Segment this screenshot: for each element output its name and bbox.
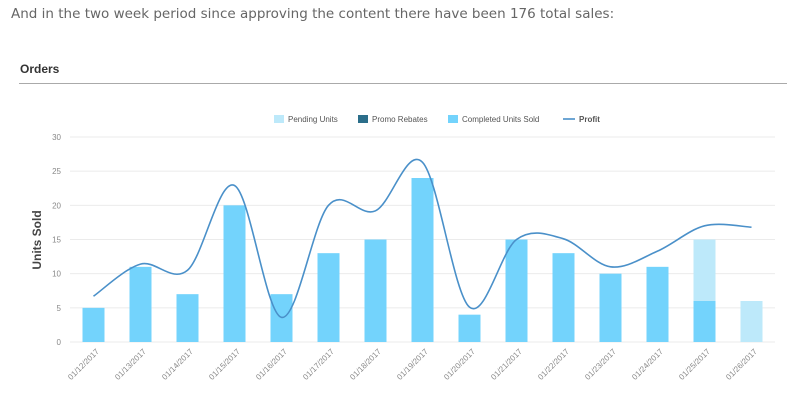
bar-completed-units-sold bbox=[176, 294, 199, 342]
legend: Pending Units Promo Rebates Completed Unit… bbox=[274, 115, 600, 124]
x-tick-label: 01/13/2017 bbox=[113, 347, 148, 382]
y-axis-label: Units Sold bbox=[30, 210, 44, 269]
y-tick-label: 20 bbox=[52, 201, 61, 210]
x-tick-label: 01/16/2017 bbox=[254, 347, 289, 382]
bar-completed-units-sold bbox=[129, 266, 152, 342]
y-tick-label: 30 bbox=[52, 133, 61, 142]
x-tick-label: 01/24/2017 bbox=[630, 347, 665, 382]
y-tick-label: 5 bbox=[57, 304, 62, 313]
x-tick-label: 01/22/2017 bbox=[536, 347, 571, 382]
x-tick-label: 01/23/2017 bbox=[583, 347, 618, 382]
x-tick-label: 01/25/2017 bbox=[677, 347, 712, 382]
x-tick-label: 01/15/2017 bbox=[207, 347, 242, 382]
bar-completed-units-sold bbox=[552, 253, 575, 342]
bar-completed-units-sold bbox=[646, 266, 669, 342]
x-axis: 01/12/2017 01/13/2017 01/14/2017 01/15/2017… bbox=[66, 347, 759, 382]
legend-swatch bbox=[448, 115, 458, 123]
legend-label: Promo Rebates bbox=[372, 115, 428, 124]
legend-swatch bbox=[274, 115, 284, 123]
bar-pending-units bbox=[740, 301, 763, 342]
bar-completed-units-sold bbox=[364, 239, 387, 342]
card-divider bbox=[19, 83, 787, 84]
legend-swatch bbox=[358, 115, 368, 123]
x-tick-label: 01/19/2017 bbox=[395, 347, 430, 382]
bars bbox=[82, 178, 763, 342]
intro-text: And in the two week period since approvi… bbox=[11, 6, 615, 22]
bar-completed-units-sold bbox=[317, 253, 340, 342]
profit-line bbox=[93, 158, 752, 319]
bar-completed-units-sold bbox=[505, 239, 528, 342]
card-title: Orders bbox=[20, 62, 60, 76]
y-tick-label: 0 bbox=[57, 338, 62, 347]
x-tick-label: 01/26/2017 bbox=[724, 347, 759, 382]
x-tick-label: 01/12/2017 bbox=[66, 347, 101, 382]
bar-completed-units-sold bbox=[458, 314, 481, 342]
legend-label: Profit bbox=[579, 115, 600, 124]
bar-completed-units-sold bbox=[599, 273, 622, 342]
x-tick-label: 01/21/2017 bbox=[489, 347, 524, 382]
x-tick-label: 01/14/2017 bbox=[160, 347, 195, 382]
y-axis: 0 5 10 15 20 25 30 bbox=[52, 133, 61, 347]
legend-label: Completed Units Sold bbox=[462, 115, 539, 124]
y-tick-label: 15 bbox=[52, 236, 61, 245]
x-tick-label: 01/18/2017 bbox=[348, 347, 383, 382]
bar-completed-units-sold bbox=[693, 301, 716, 342]
bar-pending-units bbox=[693, 239, 716, 301]
x-tick-label: 01/20/2017 bbox=[442, 347, 477, 382]
bar-completed-units-sold bbox=[223, 205, 246, 342]
x-tick-label: 01/17/2017 bbox=[301, 347, 336, 382]
y-tick-label: 25 bbox=[52, 167, 61, 176]
bar-completed-units-sold bbox=[82, 307, 105, 342]
y-tick-label: 10 bbox=[52, 270, 61, 279]
legend-label: Pending Units bbox=[288, 115, 338, 124]
bar-completed-units-sold bbox=[411, 178, 434, 342]
